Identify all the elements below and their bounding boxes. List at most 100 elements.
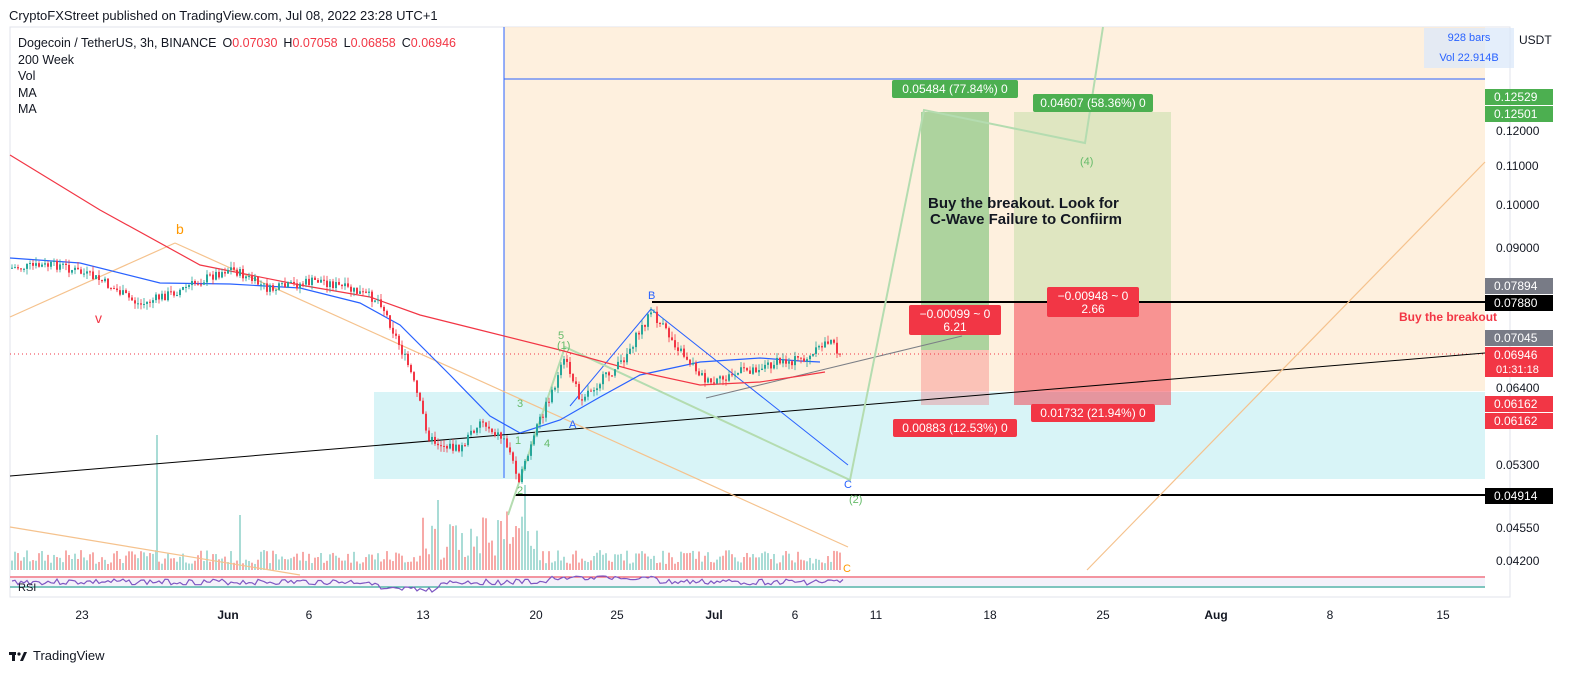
volume-bar bbox=[608, 560, 610, 570]
long2-ratio-label: −0.00948 ~ 02.66 bbox=[1047, 287, 1139, 317]
volume-bar bbox=[422, 517, 424, 570]
long1-ratio-label-text: 6.21 bbox=[943, 320, 967, 334]
indicator-ma-1[interactable]: MA bbox=[18, 85, 37, 100]
candle bbox=[134, 297, 136, 309]
candle-body bbox=[479, 421, 481, 428]
volume-bar bbox=[776, 563, 778, 570]
candle bbox=[485, 421, 487, 432]
volume-bar bbox=[80, 550, 82, 570]
volume-bar bbox=[272, 550, 274, 570]
candle-body bbox=[296, 283, 298, 289]
long1-loss-zone bbox=[921, 350, 989, 405]
price-badge-bg bbox=[1485, 347, 1553, 377]
candle bbox=[188, 283, 190, 290]
candle bbox=[341, 284, 343, 290]
candle-body bbox=[266, 283, 268, 292]
candle-body bbox=[530, 444, 532, 456]
volume-bar bbox=[368, 554, 370, 570]
volume-bar bbox=[647, 556, 649, 570]
volume-bar bbox=[611, 561, 613, 570]
candle-body bbox=[824, 341, 826, 348]
high-value: 0.07058 bbox=[292, 36, 338, 50]
time-tick-label: Aug bbox=[1204, 608, 1227, 622]
candle bbox=[731, 368, 733, 378]
volume-bar bbox=[725, 550, 727, 570]
volume-bar bbox=[833, 550, 835, 570]
candle bbox=[572, 373, 574, 383]
wave-label-5: 5 bbox=[558, 330, 564, 342]
candle bbox=[755, 364, 757, 373]
candle bbox=[11, 264, 13, 269]
candle-body bbox=[485, 422, 487, 427]
candle bbox=[413, 371, 415, 383]
candle-body bbox=[560, 364, 562, 376]
candle bbox=[701, 370, 703, 376]
candle-body bbox=[143, 303, 145, 305]
volume-bar bbox=[158, 561, 160, 570]
time-tick-label: 11 bbox=[870, 608, 883, 622]
volume-bar bbox=[236, 560, 238, 570]
candle-body bbox=[251, 275, 253, 281]
low-label: L bbox=[343, 36, 351, 50]
indicator-vol[interactable]: Vol bbox=[18, 69, 36, 83]
candle-body bbox=[332, 281, 334, 289]
currency-label[interactable]: USDT bbox=[1519, 33, 1552, 47]
volume-bar bbox=[338, 557, 340, 570]
candle bbox=[368, 288, 370, 298]
symbol-name[interactable]: Dogecoin / TetherUS, 3h, BINANCE bbox=[18, 36, 217, 50]
candle bbox=[194, 279, 196, 286]
wave-label-a: A bbox=[569, 419, 577, 431]
indicator-ma-2[interactable]: MA bbox=[18, 102, 37, 116]
candle bbox=[302, 281, 304, 288]
volume-bar bbox=[77, 558, 79, 570]
volume-bar bbox=[104, 559, 106, 570]
candle bbox=[347, 277, 349, 289]
orange-line-d bbox=[1086, 161, 1486, 571]
price-badge-text: 0.07045 bbox=[1494, 331, 1538, 345]
volume-bar bbox=[419, 555, 421, 570]
candle-body bbox=[590, 390, 592, 392]
candle bbox=[716, 377, 718, 385]
price-badge-bg bbox=[1485, 295, 1553, 311]
candle bbox=[86, 266, 88, 279]
volume-bar bbox=[179, 556, 181, 570]
time-tick-label: 13 bbox=[416, 608, 430, 622]
candle bbox=[659, 322, 661, 328]
candle bbox=[338, 278, 340, 286]
candle bbox=[476, 427, 478, 436]
candle-body bbox=[317, 279, 319, 283]
volume-bar bbox=[149, 553, 151, 570]
candle-body bbox=[839, 353, 841, 355]
candle-body bbox=[74, 267, 76, 271]
candle bbox=[752, 363, 754, 375]
volume-bar bbox=[461, 533, 463, 570]
candle bbox=[269, 283, 271, 296]
indicator-200-week[interactable]: 200 Week bbox=[18, 52, 75, 67]
candle-body bbox=[410, 365, 412, 373]
candle-body bbox=[182, 286, 184, 290]
candle bbox=[668, 326, 670, 343]
candle bbox=[737, 372, 739, 376]
candle bbox=[836, 336, 838, 359]
candle-body bbox=[95, 275, 97, 279]
volume-bar bbox=[758, 557, 760, 570]
volume-bar bbox=[47, 554, 49, 570]
candle-body bbox=[545, 401, 547, 418]
candle-body bbox=[284, 283, 286, 288]
candle bbox=[791, 360, 793, 370]
candle bbox=[389, 315, 391, 330]
candle bbox=[26, 263, 28, 275]
candle-body bbox=[158, 294, 160, 300]
volume-bar bbox=[626, 550, 628, 570]
candle bbox=[119, 286, 121, 297]
candle bbox=[491, 428, 493, 435]
volume-spike bbox=[156, 435, 158, 570]
volume-bar bbox=[83, 557, 85, 570]
volume-bar bbox=[317, 557, 319, 570]
volume-bar bbox=[803, 560, 805, 570]
volume-bar bbox=[275, 554, 277, 570]
candle bbox=[743, 362, 745, 373]
time-tick-label: Jul bbox=[705, 608, 722, 622]
volume-bar bbox=[662, 550, 664, 570]
